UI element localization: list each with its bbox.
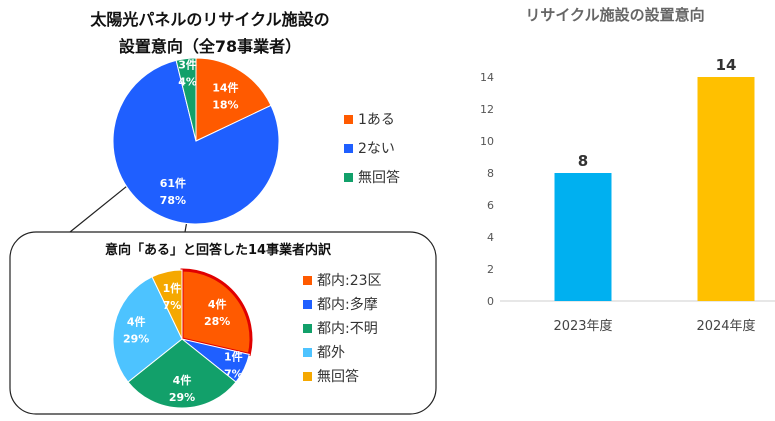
main-pie-title-line-1: 太陽光パネルのリサイクル施設の xyxy=(90,10,330,29)
inset-pie-legend-label: 都内:不明 xyxy=(317,321,378,337)
bar-y-tick-label: 10 xyxy=(480,135,494,148)
inset-pie-slice-count-label: 4件 xyxy=(173,373,192,387)
main-pie-slice-percent-label: 18% xyxy=(212,99,238,112)
main-pie-slice-percent-label: 4% xyxy=(178,76,197,89)
inset-pie-legend-swatch xyxy=(303,372,312,381)
bar-y-tick-label: 8 xyxy=(487,167,494,180)
main-pie-slice-count-label: 3件 xyxy=(178,58,197,72)
inset-pie-slice-4 xyxy=(112,276,183,383)
main-pie-legend-swatch xyxy=(344,173,353,182)
main-pie-slice-3 xyxy=(175,57,197,142)
inset-pie-legend-label: 都外 xyxy=(317,345,345,361)
bar-chart: 0 2 4 6 8 10 12 14 8 2023年度 14 2024年度 xyxy=(480,56,775,334)
inset-pie-slice-5 xyxy=(151,269,183,340)
bar-y-tick-label: 2 xyxy=(487,263,494,276)
main-pie-legend-swatch xyxy=(344,144,353,153)
bar-y-tick-label: 14 xyxy=(480,71,494,84)
inset-pie-highlight-outline xyxy=(180,268,253,357)
inset-pie-legend-swatch xyxy=(303,348,312,357)
bar-value-label: 8 xyxy=(578,152,588,170)
main-pie: 14件 18% 61件 78% 3件 4% xyxy=(112,57,280,225)
main-pie-legend-label: 1ある xyxy=(358,112,395,128)
inset-pie-slice-percent-label: 29% xyxy=(123,333,149,346)
bar-1 xyxy=(554,173,612,301)
main-pie-slice-2 xyxy=(112,59,280,225)
bar-chart-title: リサイクル施設の設置意向 xyxy=(525,6,705,24)
inset-pie-slice-3 xyxy=(127,338,237,409)
inset-pie-slice-count-label: 1件 xyxy=(163,281,182,295)
main-pie-slice-count-label: 14件 xyxy=(212,81,238,95)
inset-pie-slice-count-label: 1件 xyxy=(224,350,243,364)
main-pie-title: 太陽光パネルのリサイクル施設の 設置意向（全78事業者） xyxy=(30,6,390,60)
bar-2 xyxy=(697,77,755,301)
main-pie-slice-1 xyxy=(195,57,272,142)
bar-y-tick-label: 6 xyxy=(487,199,494,212)
bar-value-label: 14 xyxy=(716,56,737,74)
main-pie-slice-count-label: 61件 xyxy=(160,176,186,190)
main-pie-legend-label: 無回答 xyxy=(358,169,400,186)
inset-pie-legend-swatch xyxy=(303,324,312,333)
inset-pie-legend-swatch xyxy=(303,276,312,285)
inset-pie-legend-label: 都内:多摩 xyxy=(317,296,378,313)
inset-pie-slice-percent-label: 29% xyxy=(169,391,195,404)
inset-pie-slice-count-label: 4件 xyxy=(208,297,227,311)
bar-y-tick-label: 12 xyxy=(480,103,494,116)
inset-pie-slice-percent-label: 28% xyxy=(204,315,230,328)
main-pie-title-line-2: 設置意向（全78事業者） xyxy=(118,37,302,56)
bar-category-label: 2024年度 xyxy=(696,318,755,334)
bar-y-tick-label: 4 xyxy=(487,231,494,244)
inset-pie-slice-count-label: 4件 xyxy=(127,315,146,329)
inset-pie-title: 意向「ある」と回答した14事業者内訳 xyxy=(105,242,332,258)
main-pie-slice-percent-label: 78% xyxy=(160,194,186,207)
bar-y-tick-label: 0 xyxy=(487,295,494,308)
inset-pie-legend-label: 都内:23区 xyxy=(317,273,382,289)
bar-category-label: 2023年度 xyxy=(553,318,612,334)
inset-pie-legend-label: 無回答 xyxy=(317,368,359,385)
main-pie-legend-label: 2ない xyxy=(358,141,395,157)
inset-pie-slice-percent-label: 7% xyxy=(163,299,182,312)
inset-pie-legend-swatch xyxy=(303,300,312,309)
main-pie-legend-swatch xyxy=(344,115,353,124)
